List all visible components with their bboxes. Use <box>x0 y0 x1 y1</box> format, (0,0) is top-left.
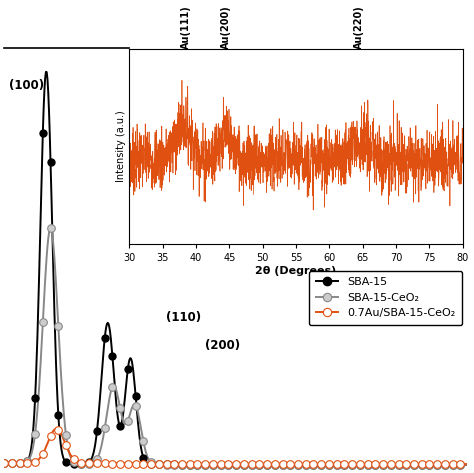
Text: (110): (110) <box>166 311 201 324</box>
Legend: SBA-15, SBA-15-CeO₂, 0.7Au/SBA-15-CeO₂: SBA-15, SBA-15-CeO₂, 0.7Au/SBA-15-CeO₂ <box>309 271 462 325</box>
Text: (100): (100) <box>9 79 45 93</box>
Text: (200): (200) <box>205 339 240 352</box>
